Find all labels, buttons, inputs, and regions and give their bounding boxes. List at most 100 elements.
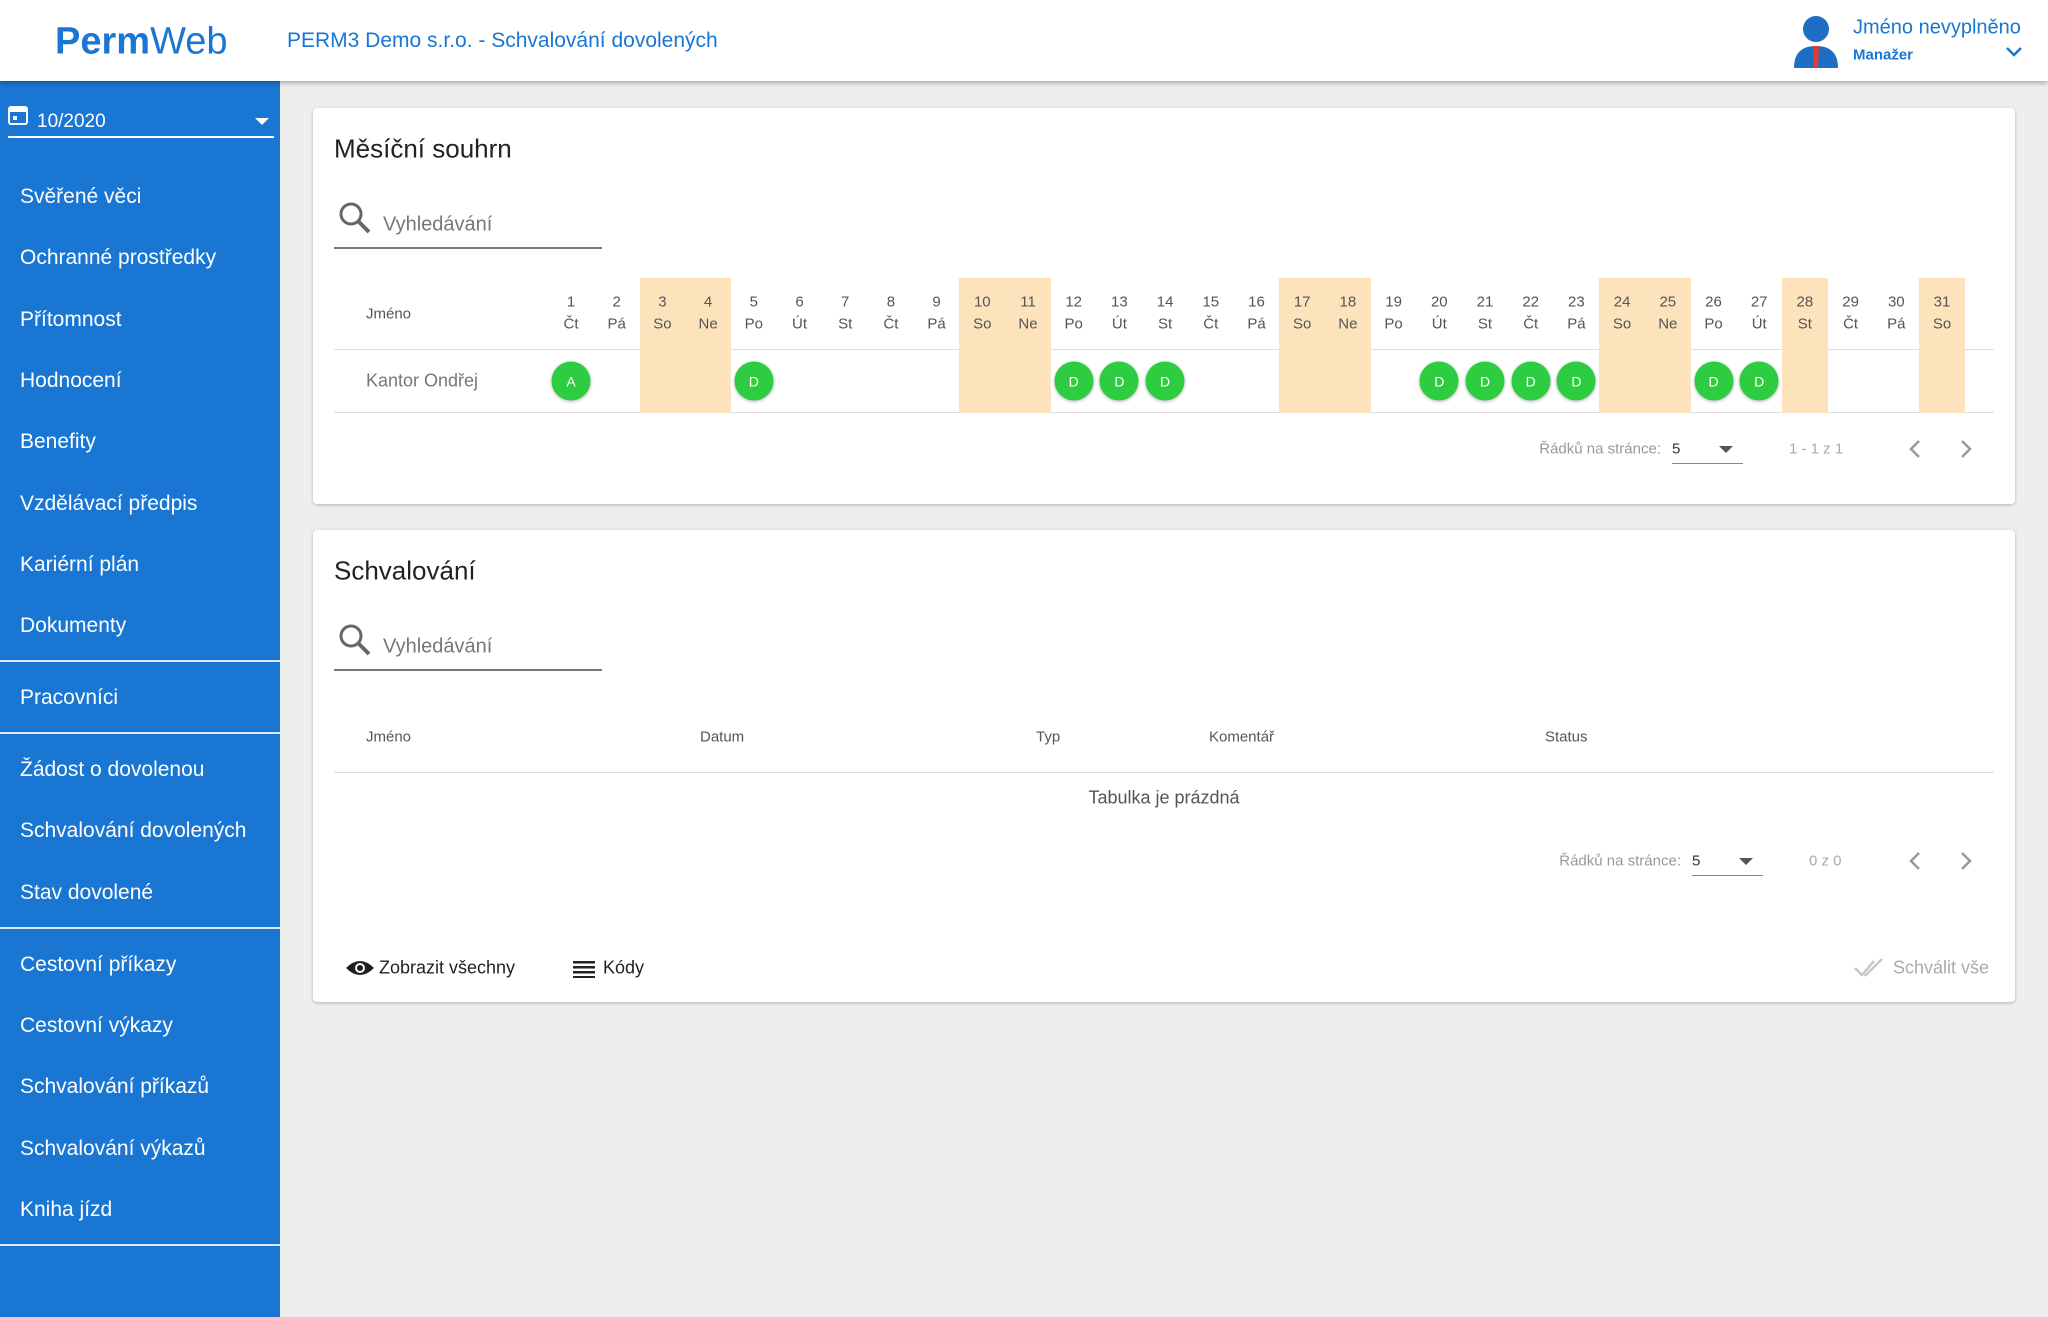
next-page[interactable] bbox=[1959, 439, 1973, 459]
page-range: 0 z 0 bbox=[1809, 852, 1842, 870]
weekday: Ne bbox=[1338, 315, 1358, 333]
weekday: Po bbox=[744, 315, 763, 333]
select-arrow[interactable] bbox=[1739, 858, 1753, 865]
menu-item[interactable]: Svěřené věci bbox=[20, 185, 142, 208]
menu-item[interactable]: Kniha jízd bbox=[20, 1197, 113, 1221]
absence-badge[interactable]: D bbox=[1694, 361, 1733, 401]
menu-divider bbox=[0, 1243, 280, 1246]
header: PermWeb PERM3 Demo s.r.o. - Schvalování … bbox=[0, 0, 2048, 81]
menu-item[interactable]: Vzdělávací předpis bbox=[20, 491, 198, 515]
search-input[interactable]: Vyhledávání bbox=[383, 213, 493, 236]
menu-item[interactable]: Dokumenty bbox=[20, 614, 127, 638]
absence-badge[interactable]: A bbox=[551, 361, 591, 401]
day-number: 30 bbox=[1887, 293, 1905, 311]
search-underline bbox=[334, 247, 602, 249]
day-number: 24 bbox=[1613, 293, 1631, 311]
column-header: Status bbox=[1545, 728, 1588, 746]
menu-item[interactable]: Pracovníci bbox=[20, 686, 119, 710]
absence-badge[interactable]: D bbox=[1556, 361, 1596, 401]
menu-item[interactable]: Cestovní výkazy bbox=[20, 1014, 173, 1037]
absence-badge[interactable]: D bbox=[1419, 361, 1459, 401]
menu-item[interactable]: Schvalování příkazů bbox=[20, 1075, 210, 1099]
free-day-column bbox=[1005, 278, 1051, 413]
day-number: 9 bbox=[932, 293, 941, 311]
weekday: Po bbox=[1384, 315, 1403, 333]
weekday: So bbox=[1612, 315, 1632, 333]
day-number: 2 bbox=[612, 293, 621, 311]
absence-badge[interactable]: D bbox=[1465, 361, 1505, 401]
menu-item[interactable]: Kariérní plán bbox=[20, 552, 140, 576]
absence-badge[interactable]: D bbox=[1054, 361, 1094, 401]
absence-badge[interactable]: D bbox=[734, 361, 774, 401]
prev-page[interactable] bbox=[1908, 851, 1922, 871]
free-day-column bbox=[1919, 278, 1965, 413]
weekday: St bbox=[1797, 315, 1812, 333]
logo-bold: Perm bbox=[55, 20, 151, 63]
menu-divider bbox=[0, 660, 280, 663]
menu-item[interactable]: Žádost o dovolenou bbox=[20, 758, 205, 782]
weekday: Ne bbox=[698, 315, 718, 333]
sidebar: 10/2020 Svěřené věci Ochranné prostředky P… bbox=[0, 81, 280, 1317]
search-input[interactable]: Vyhledávání bbox=[383, 635, 493, 658]
weekday: Pá bbox=[1247, 315, 1266, 333]
page-range: 1 - 1 z 1 bbox=[1789, 440, 1844, 458]
user-menu-arrow[interactable] bbox=[2005, 46, 2023, 58]
period-select[interactable]: 10/2020 bbox=[37, 111, 106, 132]
absence-badge[interactable]: D bbox=[1739, 361, 1779, 401]
menu-item[interactable]: Schvalování dovolených bbox=[20, 819, 247, 843]
weekday: Út bbox=[1111, 315, 1127, 333]
day-number: 8 bbox=[886, 293, 896, 311]
prev-page[interactable] bbox=[1908, 439, 1922, 459]
select-arrow[interactable] bbox=[1719, 446, 1733, 453]
avatar[interactable] bbox=[1792, 14, 1840, 68]
day-number: 6 bbox=[795, 293, 804, 311]
day-number: 11 bbox=[1020, 293, 1036, 311]
rows-per-page-label: Řádků na stránce: bbox=[1539, 440, 1661, 458]
calendar-icon bbox=[8, 106, 28, 125]
eye-icon[interactable] bbox=[345, 958, 375, 978]
menu-item[interactable]: Hodnocení bbox=[20, 368, 122, 392]
weekday: Pá bbox=[1567, 315, 1586, 333]
codes-button[interactable]: Kódy bbox=[603, 957, 645, 978]
double-check-icon[interactable] bbox=[1854, 958, 1886, 978]
absence-badge[interactable]: D bbox=[1099, 361, 1139, 401]
menu-item[interactable]: Přítomnost bbox=[20, 307, 122, 331]
weekday: St bbox=[1477, 315, 1493, 333]
weekday: Čt bbox=[1203, 315, 1219, 333]
absence-badge[interactable]: D bbox=[1145, 361, 1185, 401]
day-number: 14 bbox=[1156, 293, 1174, 311]
menu-item[interactable]: Stav dovolené bbox=[20, 880, 154, 904]
weekday: Út bbox=[1751, 315, 1767, 333]
employee-name[interactable]: Kantor Ondřej bbox=[366, 370, 479, 391]
menu-item[interactable]: Schvalování výkazů bbox=[20, 1136, 206, 1160]
show-all-button[interactable]: Zobrazit všechny bbox=[379, 957, 516, 978]
weekday: So bbox=[1932, 315, 1952, 333]
absence-badge[interactable]: D bbox=[1511, 361, 1551, 401]
list-icon[interactable] bbox=[573, 960, 595, 978]
rows-per-page-select[interactable]: 5 bbox=[1672, 440, 1681, 458]
rows-per-page-select[interactable]: 5 bbox=[1692, 852, 1701, 870]
empty-message: Tabulka je prázdná bbox=[1088, 787, 1240, 808]
next-page[interactable] bbox=[1959, 851, 1973, 871]
column-header: Typ bbox=[1036, 728, 1061, 746]
weekday: Út bbox=[1431, 315, 1447, 333]
day-number: 22 bbox=[1522, 293, 1540, 311]
day-number: 27 bbox=[1750, 293, 1768, 311]
day-number: 19 bbox=[1385, 293, 1402, 311]
day-number: 29 bbox=[1842, 293, 1859, 311]
approve-all-button[interactable]: Schválit vše bbox=[1893, 957, 1990, 978]
menu-item[interactable]: Benefity bbox=[20, 430, 96, 454]
menu-item[interactable]: Ochranné prostředky bbox=[20, 246, 217, 270]
weekday: Ne bbox=[1018, 315, 1038, 333]
day-number: 3 bbox=[658, 293, 667, 311]
free-day-column bbox=[959, 278, 1006, 413]
menu-divider bbox=[0, 732, 280, 735]
row-divider bbox=[334, 412, 1994, 413]
logo[interactable]: PermWeb bbox=[55, 21, 228, 64]
period-arrow[interactable] bbox=[254, 117, 270, 127]
free-day-column bbox=[1599, 278, 1645, 413]
day-number: 17 bbox=[1293, 293, 1311, 311]
user-name[interactable]: Jméno nevyplněno bbox=[1853, 16, 2021, 39]
menu-item[interactable]: Cestovní příkazy bbox=[20, 952, 177, 976]
